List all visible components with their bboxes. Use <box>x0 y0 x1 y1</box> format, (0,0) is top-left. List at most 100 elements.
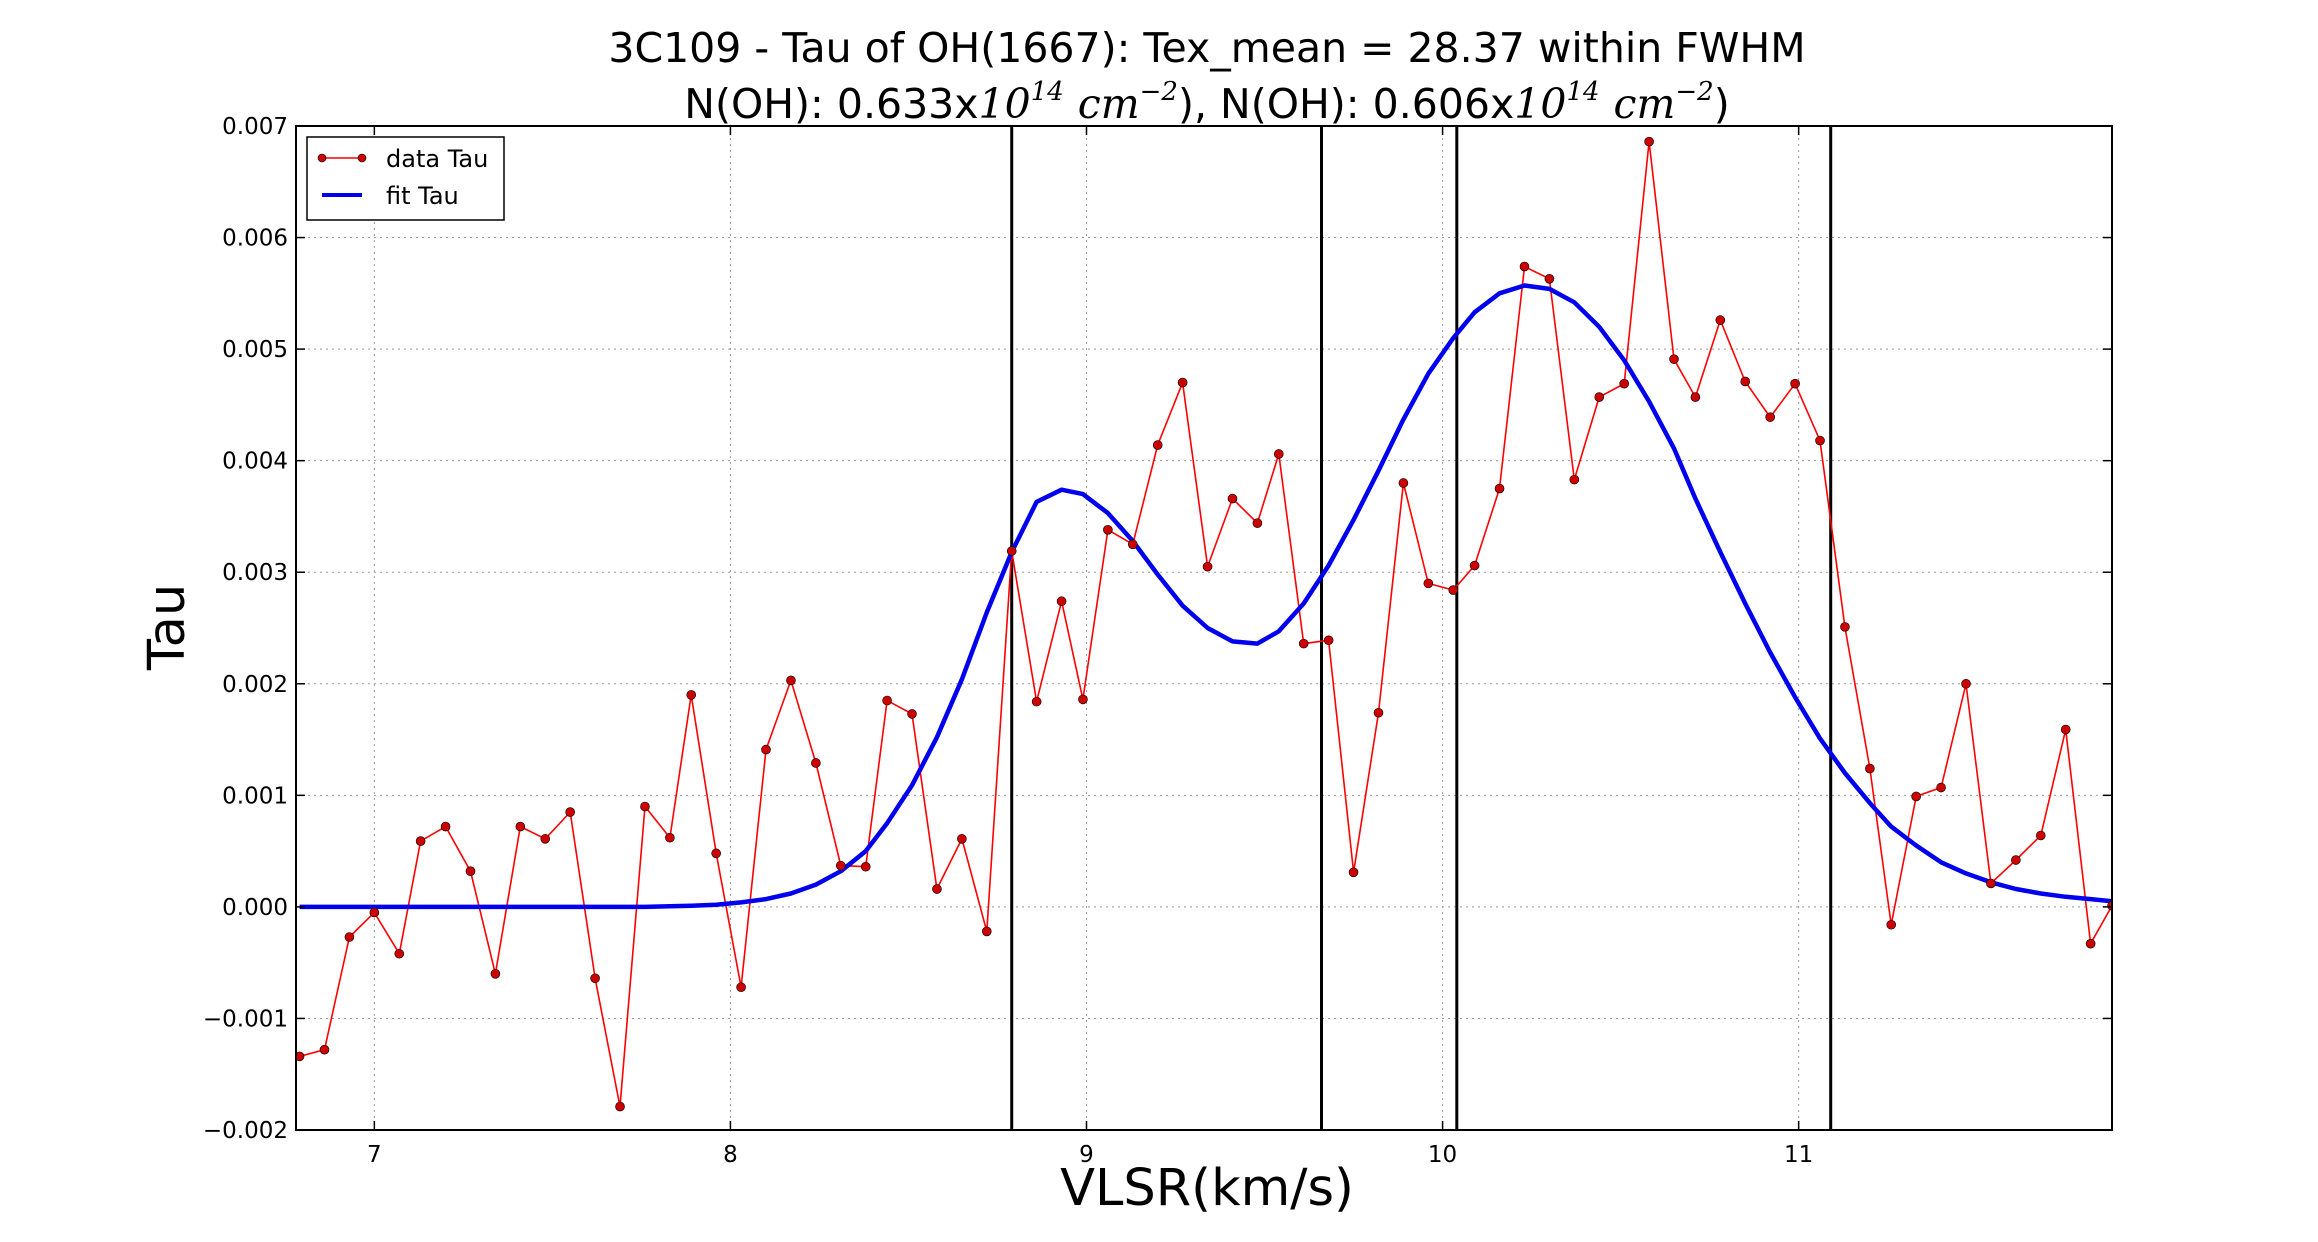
data-tau-point <box>1644 136 1654 147</box>
data-tau-point <box>1152 440 1163 450</box>
data-tau-point <box>1252 518 1263 528</box>
data-tau-point <box>1544 274 1555 284</box>
y-axis-title: Tau <box>138 584 197 671</box>
data-tau-point <box>1740 376 1751 387</box>
x-tick-label: 9 <box>1079 1142 1094 1168</box>
x-tick-label: 8 <box>723 1142 738 1168</box>
data-tau-point <box>490 969 501 979</box>
data-tau-point <box>1127 539 1138 550</box>
data-tau-point <box>515 821 526 832</box>
title-expm2-a: −2 <box>1140 77 1178 107</box>
chart-title-line2: N(OH): 0.633x1014 cm−2), N(OH): 0.606x101… <box>684 77 1729 128</box>
data-tau-point <box>1177 377 1188 388</box>
x-tick-label: 10 <box>1428 1142 1457 1168</box>
data-tau-point <box>565 807 575 817</box>
title-part1: N(OH): 0.633x <box>684 80 978 128</box>
fwhm-lines <box>1010 126 1833 1130</box>
data-tau-point <box>882 695 892 706</box>
data-tau-point <box>1469 560 1480 571</box>
data-tau-point <box>1273 449 1284 459</box>
data-tau-point <box>1494 483 1505 494</box>
title-cm-b: cm <box>1614 80 1676 128</box>
title-cm-a: cm <box>1078 80 1140 128</box>
data-tau-point <box>1423 578 1434 589</box>
title-part3: ) <box>1714 80 1730 128</box>
legend-data-label: data Tau <box>386 145 488 173</box>
data-tau-point <box>1006 546 1017 556</box>
data-tau-point <box>415 836 426 846</box>
data-tau-point <box>1569 474 1580 485</box>
y-tick-label: 0.006 <box>222 226 288 252</box>
y-tick-label: 0.000 <box>222 895 288 921</box>
legend-fit-label: fit Tau <box>386 182 459 210</box>
data-tau-point <box>1986 878 1996 889</box>
data-tau-point <box>1103 525 1113 535</box>
data-tau-point <box>686 690 697 700</box>
data-tau-point <box>369 907 380 918</box>
data-tau-point <box>2107 900 2112 911</box>
data-tau-point <box>1840 622 1850 632</box>
data-tau-point <box>1031 696 1042 707</box>
plot-frame <box>295 125 2113 1131</box>
data-tau-point <box>1936 782 1946 793</box>
data-tau-point <box>1227 493 1238 504</box>
data-tau-point <box>1690 392 1701 402</box>
axes-ticks: 7 8 9 10 11 −0.002 −0.001 0.000 0.001 0.002 0.003 0… <box>203 114 2112 1168</box>
data-tau-point <box>590 973 600 984</box>
data-tau-point <box>711 848 721 859</box>
data-tau-point <box>1911 791 1921 802</box>
data-tau-point <box>761 744 771 755</box>
data-tau-point <box>860 861 871 872</box>
y-tick-label: 0.003 <box>222 560 288 586</box>
legend-data-marker-right <box>357 153 367 163</box>
data-tau-point <box>811 758 821 768</box>
title-ten-b: 10 <box>1514 80 1566 128</box>
plot-area <box>296 136 2112 1112</box>
data-tau-point <box>1594 392 1605 402</box>
title-exp14-b: 14 <box>1566 77 1599 107</box>
x-axis-title: VLSR(km/s) <box>1060 1159 1354 1218</box>
y-tick-label: 0.004 <box>222 449 288 475</box>
data-tau-point <box>1398 478 1409 488</box>
chart-title-line1: 3C109 - Tau of OH(1667): Tex_mean = 28.3… <box>608 24 1805 72</box>
data-tau-point <box>835 860 846 871</box>
data-tau-point <box>907 709 917 719</box>
legend-box <box>306 136 505 221</box>
data-tau-point <box>344 932 355 942</box>
data-tau-point <box>1323 635 1334 646</box>
data-tau-point <box>736 982 746 993</box>
x-tick-label: 11 <box>1784 1142 1813 1168</box>
data-tau-point <box>1078 694 1088 705</box>
data-tau-point <box>615 1101 625 1112</box>
x-tick-label: 7 <box>367 1142 382 1168</box>
title-part2: ), N(OH): 0.606x <box>1178 80 1514 128</box>
data-tau-point <box>1961 678 1971 689</box>
data-tau-point <box>1619 378 1629 389</box>
y-tick-label: 0.001 <box>222 783 288 809</box>
data-tau-point <box>1815 435 1825 446</box>
data-tau-point <box>2085 938 2096 949</box>
data-tau-point <box>319 1044 330 1055</box>
data-tau-point <box>640 801 650 812</box>
data-tau-point <box>1765 412 1775 422</box>
data-tau-point <box>296 1051 305 1062</box>
data-tau-point <box>540 834 551 844</box>
data-tau-point <box>2060 724 2071 735</box>
legend-data-marker-left <box>317 153 327 163</box>
data-tau-point <box>665 832 675 843</box>
data-tau-point <box>786 675 796 686</box>
data-tau-point <box>1348 867 1359 878</box>
data-tau-point <box>440 821 451 832</box>
data-tau-point <box>1790 378 1800 389</box>
title-ten-a: 10 <box>979 80 1031 128</box>
data-tau-point <box>465 866 476 876</box>
data-tau-point <box>932 884 942 894</box>
data-tau-point <box>1448 585 1459 595</box>
legend: data Tau fit Tau <box>306 136 505 221</box>
data-tau-point <box>1669 354 1679 364</box>
data-tau-point <box>1202 561 1213 572</box>
data-tau-point <box>981 926 992 937</box>
y-tick-label: 0.005 <box>222 337 288 363</box>
y-tick-label: 0.002 <box>222 672 288 698</box>
